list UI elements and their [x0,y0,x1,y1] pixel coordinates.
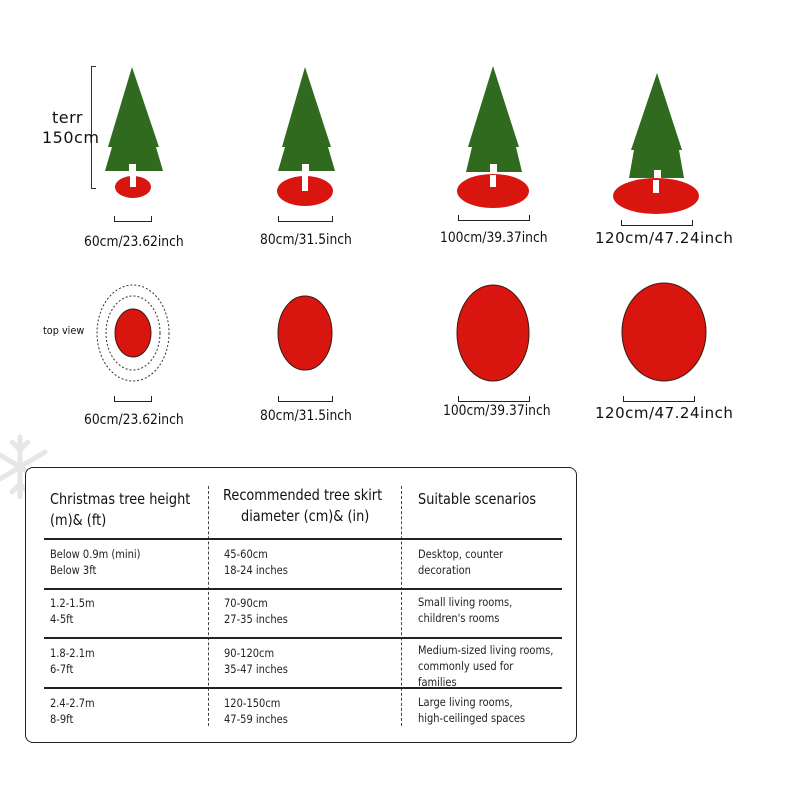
row4-scenario-1: Large living rooms, [418,695,513,709]
height-label-line2: 150cm [42,128,100,147]
header-height-line1: Christmas tree height [50,490,191,508]
top-size-label-60: 60cm/23.62inch [84,412,184,428]
tree-60cm-icon [105,67,163,198]
header-rule [44,538,562,540]
skirt-60cm-top-icon [96,284,170,382]
row1-height-m: Below 0.9m (mini) [50,547,141,561]
top-dimension-bar-120 [623,396,695,402]
dimension-bar-60 [114,216,152,222]
row3-scenario-1: Medium-sized living rooms, [418,643,554,657]
size-guide-table: Christmas tree height (m)& (ft) Recommen… [25,467,577,743]
column-divider-2 [401,486,402,726]
row2-scenario-1: Small living rooms, [418,595,513,609]
top-dimension-bar-100 [458,396,530,402]
dimension-bar-100 [458,215,530,221]
top-size-label-120: 120cm/47.24inch [595,404,734,422]
skirt-120cm-top-icon [621,282,707,382]
header-height-line2: (m)& (ft) [50,511,107,529]
tree-80cm-icon [277,67,335,206]
side-size-label-80: 80cm/31.5inch [260,232,352,248]
row2-height-m: 1.2-1.5m [50,596,95,610]
tree-120cm-icon [613,73,699,214]
row1-scenario-2: decoration [418,563,471,577]
header-diameter-line2: diameter (cm)& (in) [241,507,370,525]
row3-height-ft: 6-7ft [50,662,74,676]
top-dimension-bar-80 [278,396,333,402]
row4-scenario-2: high-ceilinged spaces [418,711,526,725]
height-label-line1: terr [52,108,83,127]
header-scenarios: Suitable scenarios [418,490,537,508]
row1-height-ft: Below 3ft [50,563,97,577]
row4-height-m: 2.4-2.7m [50,696,95,710]
row3-diameter-cm: 90-120cm [224,646,275,660]
side-size-label-120: 120cm/47.24inch [595,229,734,247]
top-size-label-100: 100cm/39.37inch [443,403,551,419]
side-size-label-100: 100cm/39.37inch [440,230,548,246]
snowflake-icon [0,434,48,500]
height-bracket [91,66,96,189]
dimension-bar-80 [278,216,333,222]
row4-diameter-cm: 120-150cm [224,696,281,710]
row2-diameter-cm: 70-90cm [224,596,268,610]
row4-height-ft: 8-9ft [50,712,74,726]
skirt-100cm-top-icon [456,284,530,382]
header-diameter-line1: Recommended tree skirt [223,486,383,504]
top-dimension-bar-60 [114,396,152,402]
tree-illustrations [105,66,699,214]
row-rule [44,588,562,590]
column-divider-1 [208,486,209,726]
top-view-label: top view [43,324,85,337]
top-size-label-80: 80cm/31.5inch [260,408,352,424]
row3-scenario-2: commonly used for families [418,659,514,689]
tree-100cm-icon [457,66,529,208]
row2-scenario-2: children's rooms [418,611,500,625]
side-size-label-60: 60cm/23.62inch [84,234,184,250]
row-rule [44,687,562,689]
row2-height-ft: 4-5ft [50,612,74,626]
dimension-bar-120 [621,220,693,226]
row2-diameter-in: 27-35 inches [224,612,288,626]
row4-diameter-in: 47-59 inches [224,712,288,726]
row-rule [44,637,562,639]
row1-scenario-1: Desktop, counter [418,547,504,561]
row1-diameter-cm: 45-60cm [224,547,268,561]
row1-diameter-in: 18-24 inches [224,563,288,577]
row3-height-m: 1.8-2.1m [50,646,95,660]
row3-diameter-in: 35-47 inches [224,662,288,676]
skirt-80cm-top-icon [277,295,333,371]
skirt-top-view-illustrations [96,282,707,382]
